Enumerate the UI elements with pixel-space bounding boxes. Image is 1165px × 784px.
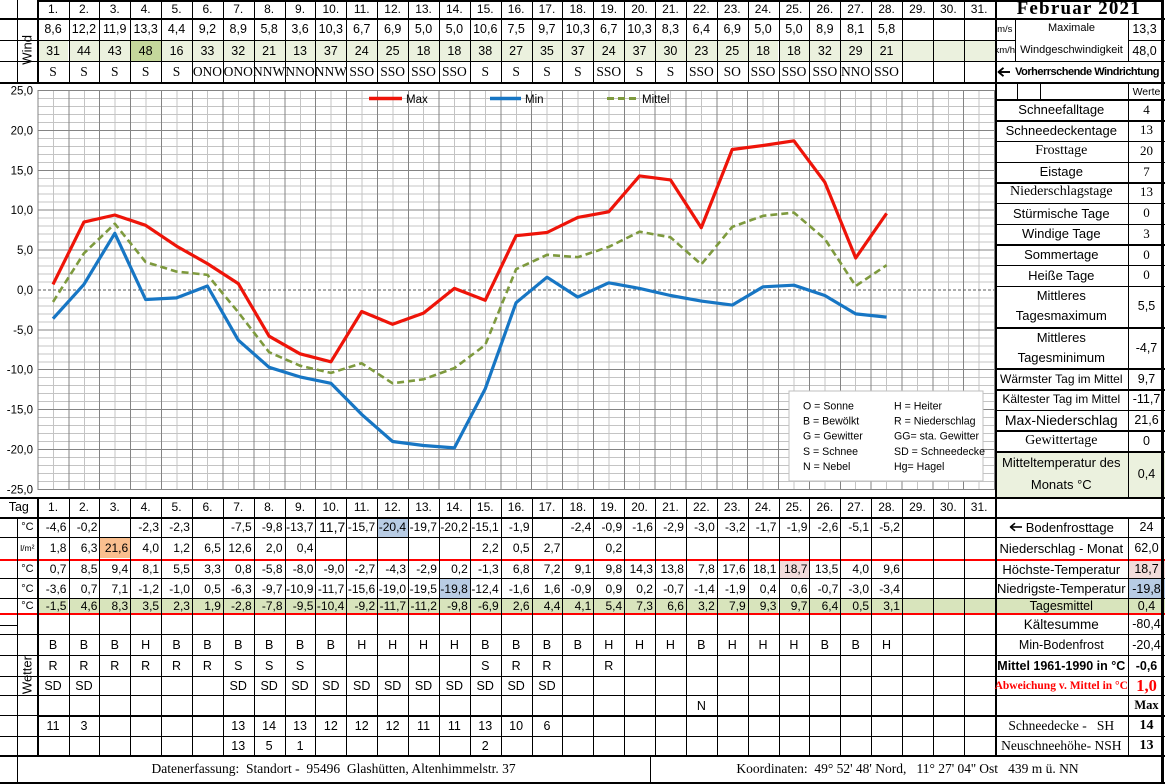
svg-text:O = Sonne: O = Sonne	[803, 401, 854, 413]
svg-text:GG= sta. Gewitter: GG= sta. Gewitter	[894, 431, 980, 443]
svg-text:G = Gewitter: G = Gewitter	[803, 431, 863, 443]
svg-text:-5,0: -5,0	[13, 325, 33, 337]
svg-text:-15,0: -15,0	[7, 405, 33, 417]
svg-text:H = Heiter: H = Heiter	[894, 401, 942, 413]
svg-text:-25,0: -25,0	[7, 484, 33, 496]
svg-text:0,0: 0,0	[17, 285, 33, 297]
svg-text:S = Schnee: S = Schnee	[803, 446, 858, 458]
svg-text:Max: Max	[406, 94, 428, 106]
svg-text:-20,0: -20,0	[7, 445, 33, 457]
svg-text:B = Bewölkt: B = Bewölkt	[803, 416, 859, 428]
svg-text:-10,0: -10,0	[7, 365, 33, 377]
svg-text:N = Nebel: N = Nebel	[803, 461, 850, 473]
svg-text:20,0: 20,0	[11, 125, 33, 137]
svg-text:Hg= Hagel: Hg= Hagel	[894, 461, 944, 473]
svg-text:R = Niederschlag: R = Niederschlag	[894, 416, 976, 428]
svg-text:SD = Schneedecke: SD = Schneedecke	[894, 446, 985, 458]
svg-text:10,0: 10,0	[11, 205, 33, 217]
svg-text:Min: Min	[525, 94, 544, 106]
svg-text:Mittel: Mittel	[642, 94, 669, 106]
svg-text:5,0: 5,0	[17, 245, 33, 257]
svg-text:15,0: 15,0	[11, 165, 33, 177]
svg-text:25,0: 25,0	[11, 86, 33, 98]
